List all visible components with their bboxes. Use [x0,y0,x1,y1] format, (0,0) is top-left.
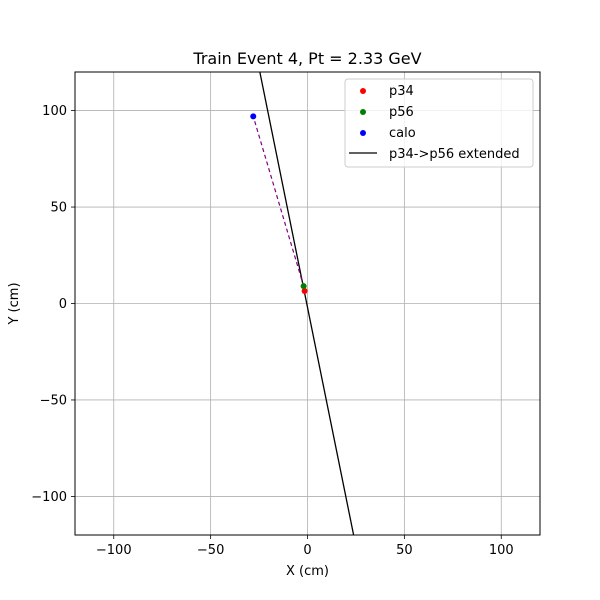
y-tick-label: 0 [59,297,67,312]
x-tick-label: 100 [489,543,514,558]
x-tick-label: −50 [197,543,224,558]
legend-label-p34: p34 [389,84,414,99]
legend-marker-p34 [360,88,366,94]
calo-connector-line [252,116,305,287]
legend-box [344,78,534,168]
x-tick-label: 0 [303,543,311,558]
point-calo [250,113,257,120]
legend-label-calo: calo [389,126,416,141]
plot-content [250,71,355,536]
x-axis-label: X (cm) [286,564,329,579]
legend-marker-p56 [360,109,366,115]
y-tick-label: −100 [31,490,67,505]
x-tick-label: −100 [96,543,132,558]
x-tick-label: 50 [396,543,413,558]
y-axis-label: Y (cm) [7,282,22,325]
trajectory-line [259,71,355,536]
axis-ticks: −100 −50 0 50 100 −100 −50 0 50 100 [31,104,513,558]
y-tick-label: −50 [40,393,67,408]
point-p56 [300,283,307,290]
legend-marker-calo [360,130,366,136]
chart-title: Train Event 4, Pt = 2.33 GeV [192,49,421,68]
legend-label-extended: p34->p56 extended [389,147,520,162]
point-p34 [301,287,308,294]
y-tick-label: 50 [50,201,67,216]
y-tick-label: 100 [42,104,67,119]
legend: p34 p56 calo p34->p56 extended [344,78,534,168]
legend-label-p56: p56 [389,105,414,120]
